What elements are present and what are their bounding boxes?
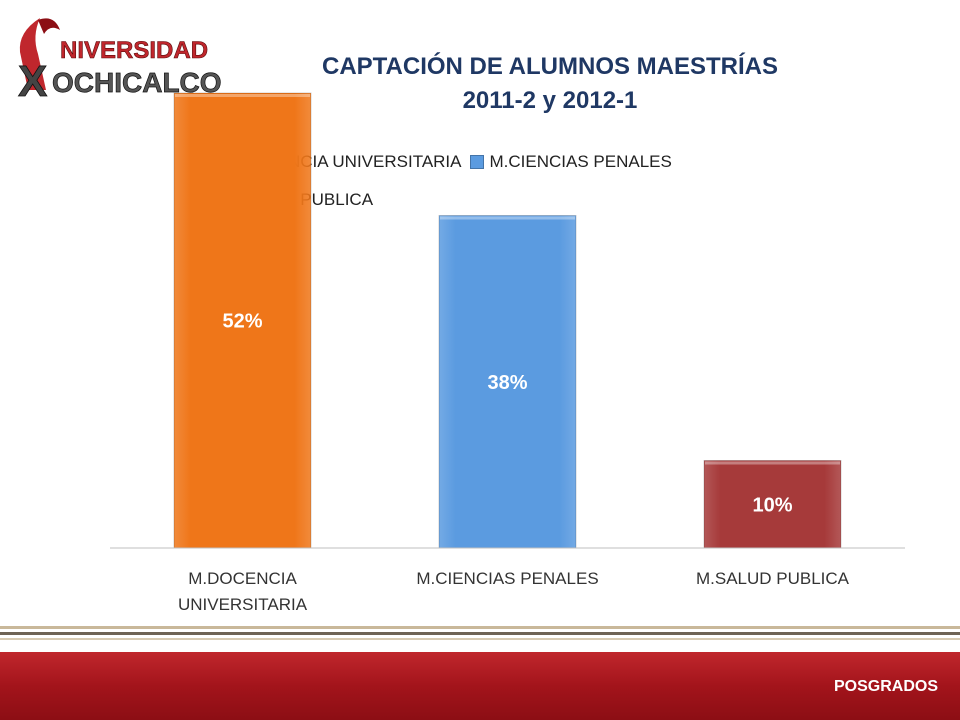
legend-swatch-penales: [469, 155, 484, 169]
x-tick-label-m-docencia-universitaria-1: M.DOCENCIA: [188, 569, 297, 588]
universidad-xochicalco-logo: NIVERSIDAD X OCHICALCO: [18, 18, 222, 102]
footer-divider-light: [0, 638, 960, 640]
bar-m-ciencias-penales: [438, 215, 577, 549]
bar-highlight-m-ciencias-penales: [440, 216, 575, 220]
logo-swoosh-icon-2: [38, 18, 60, 34]
x-tick-label-m-ciencias-penales: M.CIENCIAS PENALES: [416, 569, 598, 588]
bar-highlight-m-docencia-universitaria: [175, 94, 310, 97]
legend-label-penales: M.CIENCIAS PENALES: [489, 152, 672, 171]
data-label-m-docencia-universitaria: 52%: [222, 311, 262, 333]
logo-initial: X: [18, 57, 47, 102]
data-label-m-salud-publica: 10%: [752, 494, 792, 516]
footer-divider: [0, 626, 960, 629]
data-label-m-ciencias-penales: 38%: [487, 372, 527, 394]
bar-m-salud-publica: [703, 460, 842, 549]
logo-line1: NIVERSIDAD: [60, 37, 208, 64]
bar-chart: 52% M.DOCENCIA UNIVERSITARIA 38% M.CIENCIAS …: [110, 92, 905, 614]
bar-highlight-m-salud-publica: [705, 461, 840, 465]
footer-label: POSGRADOS: [833, 678, 938, 695]
x-tick-label-m-docencia-universitaria-2: UNIVERSITARIA: [178, 595, 308, 614]
footer-band: [0, 652, 960, 720]
footer-divider-dark: [0, 632, 960, 635]
x-tick-label-m-salud-publica: M.SALUD PUBLICA: [696, 569, 850, 588]
legend-item-penales: M.CIENCIAS PENALES: [469, 152, 672, 172]
logo-swoosh-icon: [19, 18, 46, 90]
chart-title: CAPTACIÓN DE ALUMNOS MAESTRÍAS 2011-2 y …: [230, 50, 870, 118]
chart-title-line1: CAPTACIÓN DE ALUMNOS MAESTRÍAS: [322, 53, 778, 80]
chart-title-line2: 2011-2 y 2012-1: [462, 87, 638, 114]
